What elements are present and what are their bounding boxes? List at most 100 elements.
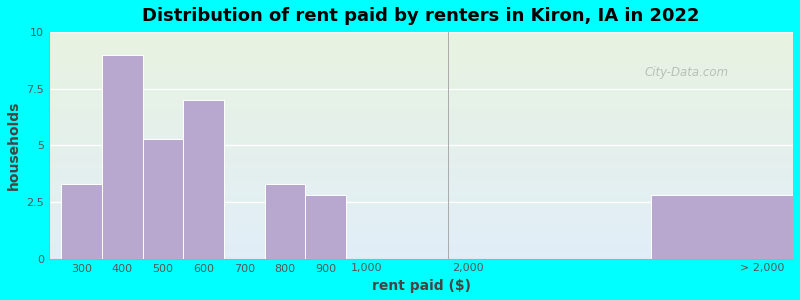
Bar (49, 150, 793, 152)
Bar (49, 39, 793, 41)
Bar (49, 209, 793, 211)
Bar (49, 64, 793, 66)
Bar (49, 109, 793, 111)
Bar (49, 211, 793, 213)
Bar (49, 252, 793, 254)
Bar (49, 177, 793, 179)
Bar (49, 234, 793, 236)
Bar (49, 250, 793, 252)
Bar (49, 118, 793, 120)
Bar (49, 236, 793, 238)
Bar (306, 195, 346, 259)
Bar (49, 161, 793, 164)
Bar (49, 184, 793, 186)
Y-axis label: households: households (7, 101, 21, 190)
Bar (49, 114, 793, 116)
Bar (49, 46, 793, 48)
Bar (49, 86, 793, 89)
Bar (49, 77, 793, 80)
Bar (49, 227, 793, 229)
Bar (49, 216, 793, 218)
Bar (49, 139, 793, 141)
Bar (49, 111, 793, 114)
Bar (49, 141, 793, 143)
Bar (49, 143, 793, 145)
Bar (49, 170, 793, 172)
Bar (49, 102, 793, 105)
Bar (49, 247, 793, 250)
Bar (49, 157, 793, 159)
Bar (49, 132, 793, 134)
Bar (49, 213, 793, 216)
Bar (49, 188, 793, 191)
X-axis label: rent paid ($): rent paid ($) (371, 279, 470, 293)
Bar (49, 91, 793, 93)
Bar (49, 50, 793, 52)
Bar (49, 197, 793, 200)
Bar (49, 206, 793, 209)
Bar (49, 220, 793, 222)
Bar (49, 200, 793, 202)
Bar (49, 130, 793, 132)
Bar (49, 84, 793, 86)
Bar (49, 93, 793, 95)
Bar (49, 57, 793, 59)
Bar (49, 120, 793, 123)
Bar (49, 245, 793, 247)
Bar (49, 256, 793, 259)
Bar (49, 89, 793, 91)
Bar (49, 80, 793, 82)
Bar (49, 202, 793, 204)
Bar (49, 123, 793, 125)
Bar (49, 125, 793, 127)
Bar (49, 61, 793, 64)
Bar (49, 116, 793, 118)
Bar (49, 231, 793, 234)
Bar (49, 95, 793, 98)
Bar (650, 195, 800, 259)
Bar (49, 75, 793, 77)
Bar (49, 179, 793, 182)
Bar (49, 229, 793, 231)
Bar (49, 168, 793, 170)
Bar (49, 195, 793, 197)
Bar (49, 136, 793, 139)
Bar (49, 145, 793, 148)
Bar (49, 225, 793, 227)
Bar (49, 44, 793, 46)
Bar (49, 241, 793, 243)
Bar (49, 186, 793, 188)
Title: Distribution of rent paid by renters in Kiron, IA in 2022: Distribution of rent paid by renters in … (142, 7, 700, 25)
Bar (49, 152, 793, 154)
Bar (49, 134, 793, 136)
Bar (49, 100, 793, 102)
Bar (183, 100, 224, 259)
Bar (49, 193, 793, 195)
Bar (142, 139, 183, 259)
Bar (49, 148, 793, 150)
Bar (49, 191, 793, 193)
Bar (49, 154, 793, 157)
Bar (49, 107, 793, 109)
Bar (49, 34, 793, 37)
Text: City-Data.com: City-Data.com (644, 66, 728, 79)
Bar (49, 204, 793, 206)
Bar (49, 48, 793, 50)
Bar (49, 254, 793, 256)
Bar (49, 182, 793, 184)
Bar (49, 73, 793, 75)
Bar (49, 55, 793, 57)
Bar (49, 159, 793, 161)
Bar (49, 218, 793, 220)
Bar (49, 32, 793, 34)
Bar (49, 164, 793, 166)
Bar (49, 41, 793, 43)
Bar (49, 127, 793, 130)
Bar (49, 98, 793, 100)
Bar (102, 55, 142, 259)
Bar (49, 59, 793, 61)
Bar (62, 184, 102, 259)
Bar (49, 172, 793, 175)
Bar (49, 66, 793, 68)
Bar (49, 238, 793, 241)
